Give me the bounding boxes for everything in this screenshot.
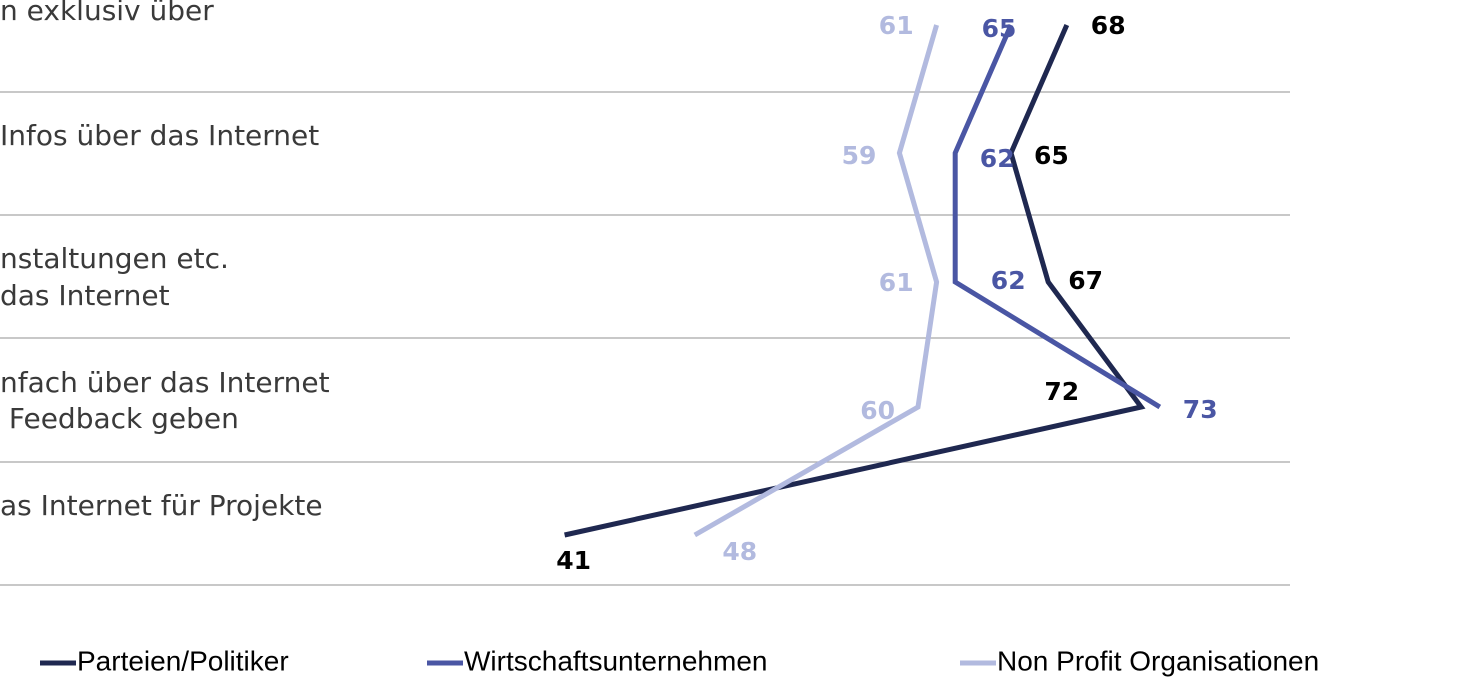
- data-label: 60: [860, 396, 895, 425]
- data-label: 59: [842, 141, 877, 170]
- legend-label: Parteien/Politiker: [77, 645, 289, 676]
- data-label: 72: [1044, 377, 1079, 406]
- category-label: as Internet für Projekte: [0, 489, 323, 522]
- data-label: 48: [722, 537, 757, 566]
- data-label: 62: [980, 144, 1015, 173]
- data-label: 65: [982, 14, 1017, 43]
- data-label: 73: [1183, 395, 1218, 424]
- legend-label: Non Profit Organisationen: [997, 645, 1319, 676]
- data-label: 61: [879, 11, 914, 40]
- data-label: 41: [556, 546, 591, 575]
- data-label: 62: [991, 266, 1026, 295]
- legend-label: Wirtschaftsunternehmen: [464, 645, 767, 676]
- category-label: nfach über das Internet Feedback geben: [0, 366, 330, 435]
- data-label: 67: [1068, 266, 1103, 295]
- data-label: 65: [1034, 141, 1069, 170]
- category-label: nstaltungen etc. das Internet: [0, 242, 229, 312]
- data-label: 68: [1091, 11, 1126, 40]
- category-label: Infos über das Internet: [0, 119, 319, 152]
- data-label: 61: [879, 268, 914, 297]
- series-line: [693, 24, 940, 538]
- series-line: [952, 24, 1162, 410]
- series-line: [564, 24, 1146, 538]
- category-label: n exklusiv über: [0, 0, 214, 27]
